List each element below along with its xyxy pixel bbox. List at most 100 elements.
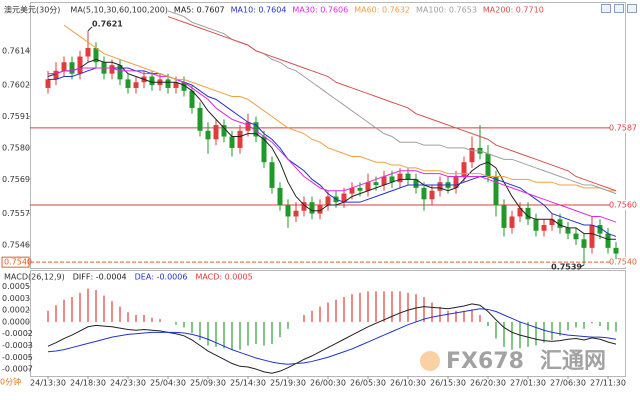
candle-body <box>221 125 227 137</box>
period-tab[interactable]: 0分钟 <box>0 377 21 387</box>
candle-body <box>549 219 555 226</box>
legend-text: MA(5,10,30,60,100,200) <box>70 6 168 15</box>
max-label: 0.7621 <box>92 19 123 28</box>
candle-body <box>501 205 507 228</box>
candle-body <box>373 182 379 186</box>
x-tick-label: 27/01:30 <box>510 379 546 388</box>
legend-text: MA10 <box>231 6 254 15</box>
x-tick-label: 26/05:30 <box>350 379 386 388</box>
y-tick-label: 0.7580 <box>2 143 30 152</box>
legend-text: : 0.7604 <box>253 6 286 15</box>
ma-line <box>47 58 616 240</box>
candle-body <box>213 125 219 140</box>
y-tick-label: 0.7569 <box>2 175 30 184</box>
y-tick-label: -0.0007 <box>2 365 33 374</box>
candle-body <box>325 196 331 206</box>
candle-body <box>565 227 571 234</box>
macd-line <box>47 303 617 374</box>
y-tick-label: 0.0005 <box>2 282 30 291</box>
candle-body <box>437 182 443 191</box>
candle-body <box>317 205 323 214</box>
legend-text: : 0.7632 <box>377 6 410 15</box>
candle-body <box>389 176 395 183</box>
legend-text: MA5 <box>174 6 191 15</box>
price-line-label-bg <box>610 200 638 211</box>
candle-body <box>349 187 355 194</box>
toolbar-icon[interactable] <box>614 4 624 13</box>
candle-body <box>53 70 59 80</box>
legend-text: : 0.7710 <box>511 6 544 15</box>
price-line-label-bg <box>610 257 638 268</box>
macd-line <box>47 308 617 365</box>
candle-body <box>125 79 131 88</box>
candle-body <box>109 65 115 74</box>
candle-body <box>365 182 371 191</box>
legend-text: : 0.0005 <box>219 273 252 282</box>
price-line-label: 0.7560 <box>609 201 637 210</box>
watermark-brand: FX678 <box>446 349 524 374</box>
candle-body <box>85 47 91 57</box>
candle-body <box>181 82 187 91</box>
candle-body <box>237 130 243 148</box>
candle-body <box>493 176 499 206</box>
legend-text: MACD <box>195 273 219 282</box>
x-tick-label: 26/00:30 <box>310 379 346 388</box>
legend-text: : -0.0006 <box>151 273 187 282</box>
ma-line <box>63 24 616 192</box>
candle-body <box>573 233 579 240</box>
x-tick-label: 24/18:30 <box>70 379 106 388</box>
ma-line <box>167 16 617 192</box>
ma-line <box>48 67 617 237</box>
candle-body <box>509 216 515 228</box>
toolbar-icon[interactable] <box>627 4 637 13</box>
candle-body <box>61 62 67 71</box>
watermark: FX678 汇通网 <box>420 349 606 374</box>
y-tick-label: 0.7557 <box>2 209 30 218</box>
x-tick-label: 26/15:30 <box>430 379 466 388</box>
candle-body <box>301 202 307 211</box>
y-tick-label: 0.7602 <box>2 81 30 90</box>
x-tick-label: 26/10:30 <box>390 379 426 388</box>
legend-text: : -0.0004 <box>91 273 127 282</box>
price-line-tag <box>1 256 30 268</box>
candle-body <box>293 210 299 217</box>
x-tick-label: 25/09:30 <box>190 379 226 388</box>
max-pointer <box>87 26 93 32</box>
candle-body <box>597 225 603 234</box>
candle-body <box>173 82 179 88</box>
price-line-tag-label: 0.7540 <box>4 258 32 267</box>
candle-body <box>229 136 235 148</box>
candle-body <box>469 147 475 163</box>
x-tick-label: 25/19:30 <box>270 379 306 388</box>
legend-text: MA200 <box>483 6 511 15</box>
candle-body <box>165 79 171 88</box>
y-tick-label: 0.7591 <box>2 112 30 121</box>
candle-body <box>517 207 523 217</box>
candle-body <box>605 233 611 248</box>
legend-text: : 0.7653 <box>444 6 477 15</box>
legend-text: MA30 <box>292 6 315 15</box>
candle-body <box>613 247 619 254</box>
candle-body <box>77 56 83 74</box>
candle-body <box>413 179 419 188</box>
toolbar-icons <box>601 4 637 13</box>
watermark-logo <box>420 351 440 371</box>
candle-body <box>381 176 387 186</box>
toolbar-icon[interactable] <box>601 4 611 13</box>
x-tick-label: 25/04:30 <box>150 379 186 388</box>
candle-body <box>589 225 595 248</box>
candle-body <box>277 187 283 206</box>
candle-body <box>285 205 291 217</box>
price-line-label-bg <box>610 122 638 133</box>
min-label: 0.7539 <box>551 263 582 272</box>
candle-body <box>357 187 363 191</box>
candle-body <box>93 47 99 63</box>
x-tick-label: 25/14:30 <box>230 379 266 388</box>
legend-text: DEA <box>135 273 152 282</box>
legend-text: 澳元美元(30分) <box>4 5 60 15</box>
legend-text: DIFF <box>73 273 91 282</box>
legend-text: MACD(26,12,9) <box>4 273 65 282</box>
x-tick-label: 27/06:30 <box>550 379 586 388</box>
y-tick-label: 0.7546 <box>2 241 30 250</box>
candle-body <box>69 62 75 74</box>
